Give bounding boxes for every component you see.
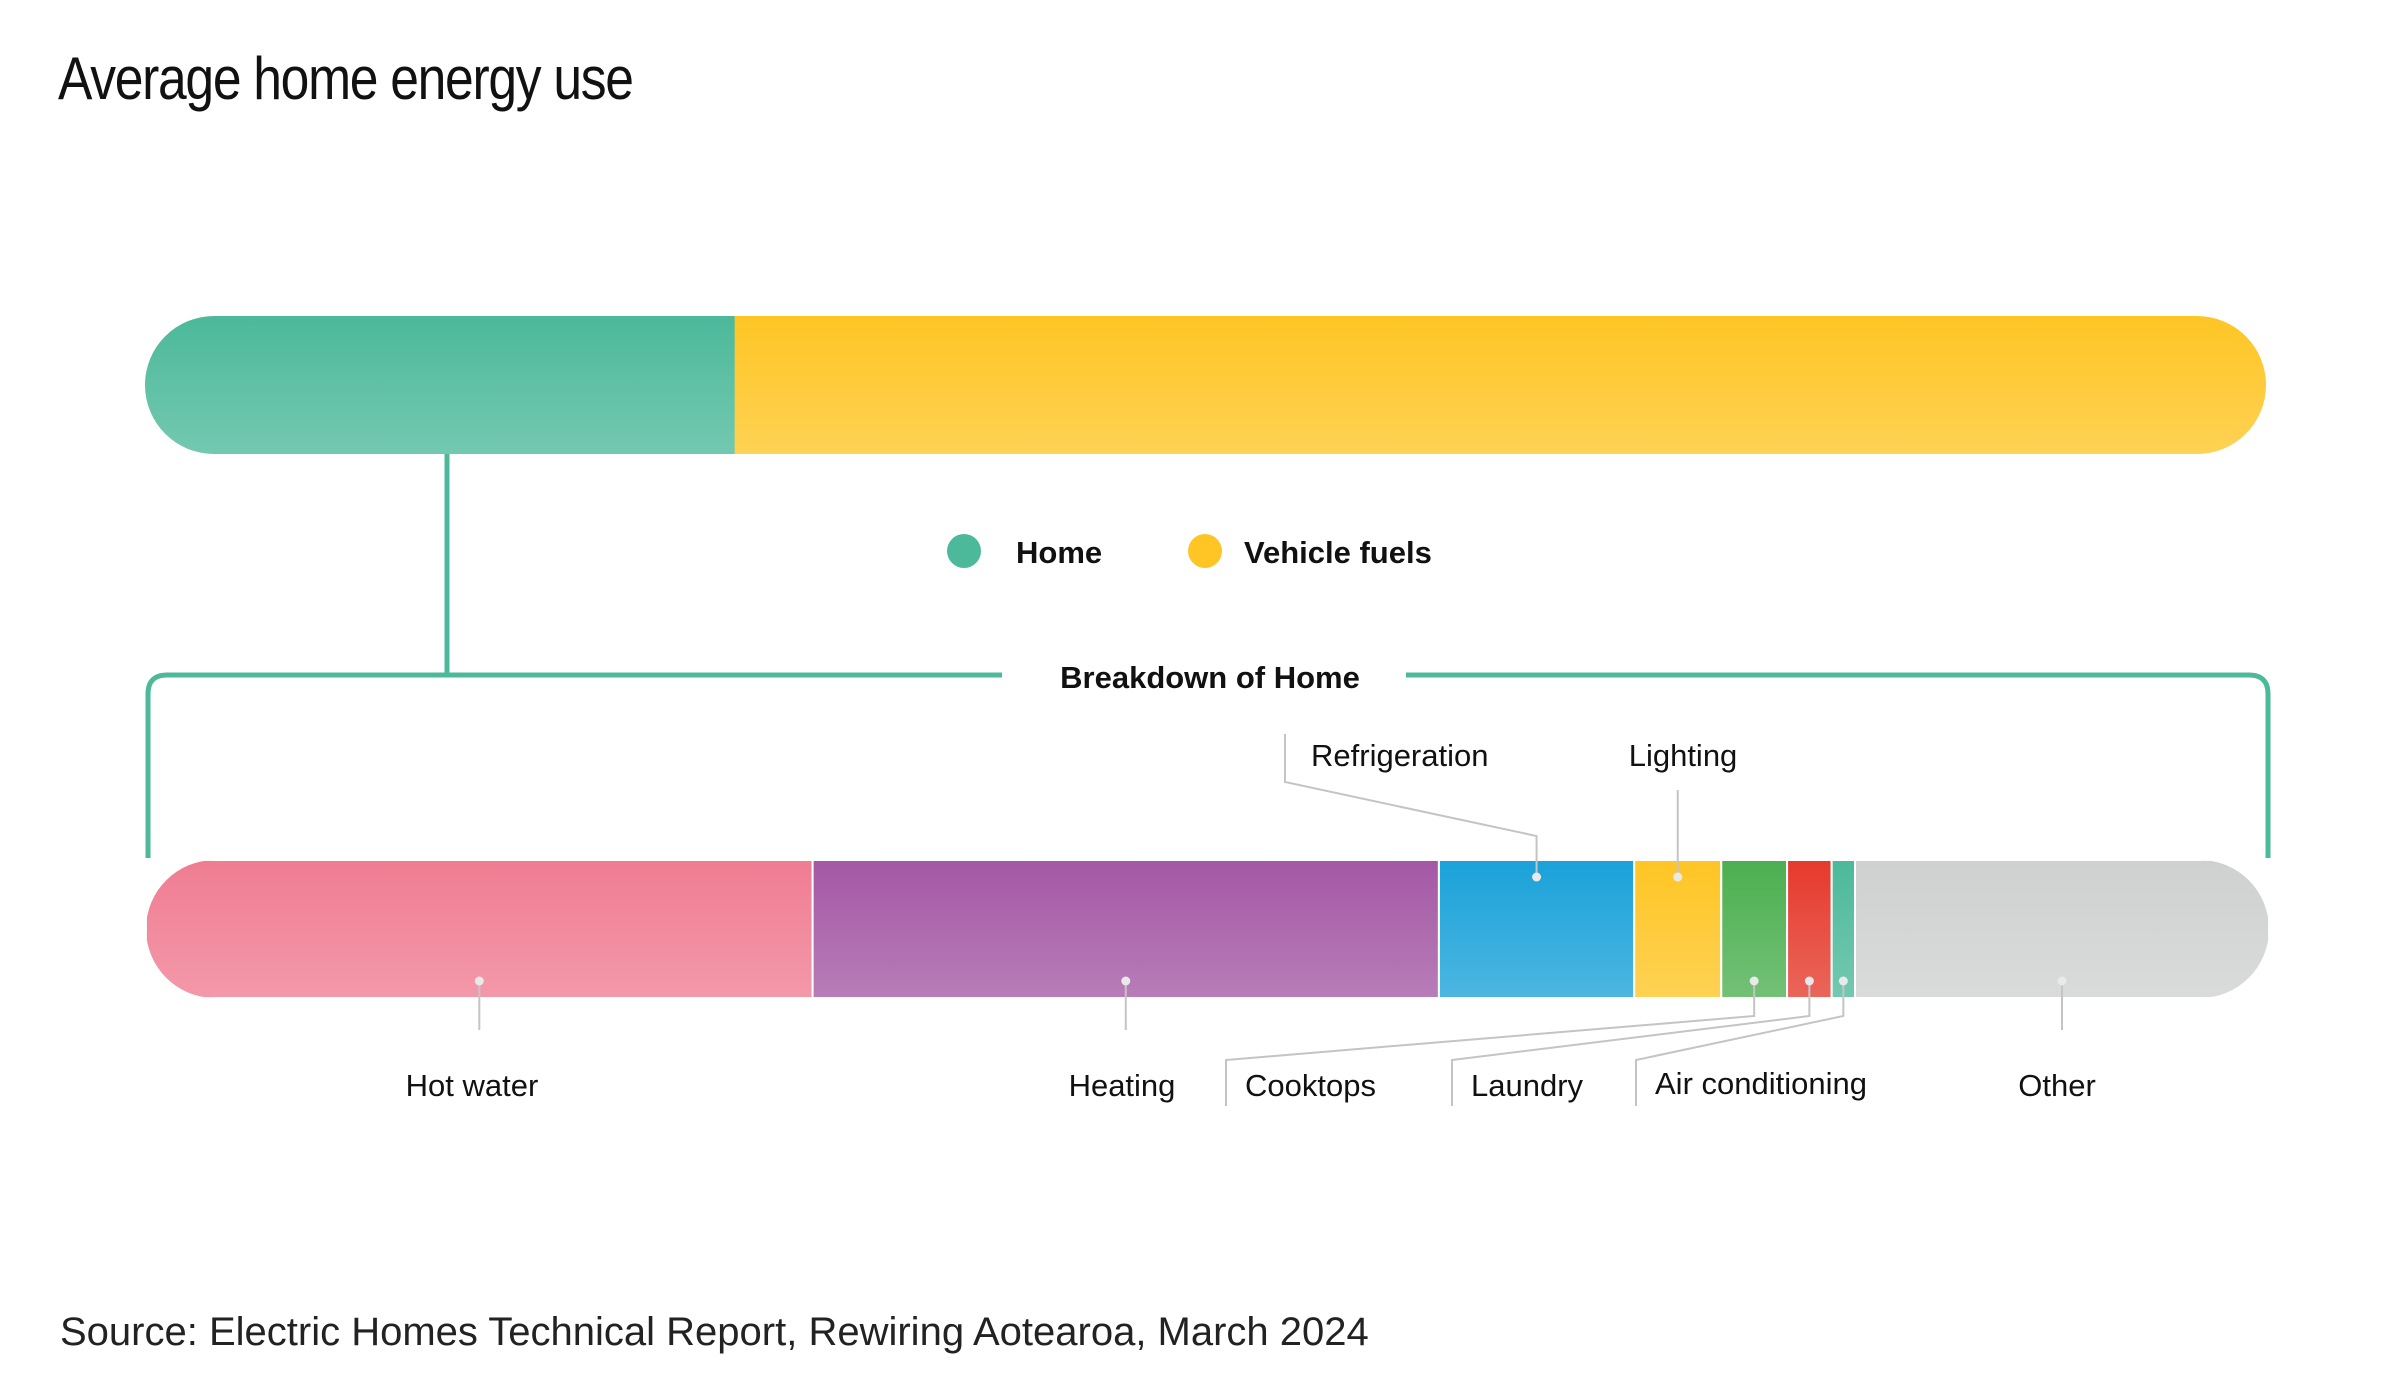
home-breakdown-bar: [146, 860, 2269, 998]
leader-dot-other: [2057, 976, 2067, 986]
leader-dot-laundry: [1804, 976, 1814, 986]
breakdown-bracket-left: [145, 672, 1002, 858]
legend-label-vehicle-fuels: Vehicle fuels: [1244, 535, 1432, 570]
chart-title: Average home energy use: [58, 45, 634, 112]
category-label-heating: Heating: [1069, 1068, 1176, 1103]
leader-dot-hot-water: [474, 976, 484, 986]
category-label-lighting: Lighting: [1629, 738, 1738, 773]
breakdown-bracket-right: [1406, 672, 2271, 858]
leader-line-cooktops: [1225, 981, 1756, 1106]
label-leader-lines: [474, 734, 2067, 1106]
category-label-other: Other: [2018, 1068, 2096, 1103]
bar-segment-vehicle-fuels: [734, 316, 2266, 454]
leader-line-refrigeration: [1284, 734, 1538, 877]
category-label-cooktops: Cooktops: [1245, 1068, 1376, 1103]
chart-source: Source: Electric Homes Technical Report,…: [60, 1310, 1369, 1354]
breakdown-title: Breakdown of Home: [1060, 660, 1360, 695]
category-label-laundry: Laundry: [1471, 1068, 1584, 1103]
category-label-refrigeration: Refrigeration: [1311, 738, 1488, 773]
category-label-hot-water: Hot water: [406, 1068, 539, 1103]
leader-dot-air-conditioning: [1838, 976, 1848, 986]
leader-line-air-conditioning: [1635, 981, 1845, 1106]
leader-dot-cooktops: [1749, 976, 1759, 986]
bar-segment-home: [145, 316, 736, 454]
legend-swatch-home: [947, 534, 981, 568]
leader-dot-lighting: [1673, 872, 1683, 882]
category-label-air-conditioning: Air conditioning: [1655, 1066, 1867, 1101]
legend: Home Vehicle fuels: [947, 534, 1432, 570]
legend-label-home: Home: [1016, 535, 1102, 570]
leader-dot-heating: [1121, 976, 1131, 986]
leader-line-laundry: [1451, 981, 1811, 1106]
legend-swatch-vehicle-fuels: [1188, 534, 1222, 568]
leader-dot-refrigeration: [1532, 872, 1542, 882]
energy-use-bar: [145, 316, 2266, 454]
category-labels: Hot water Heating Refrigeration Lighting Coo…: [406, 738, 2096, 1103]
